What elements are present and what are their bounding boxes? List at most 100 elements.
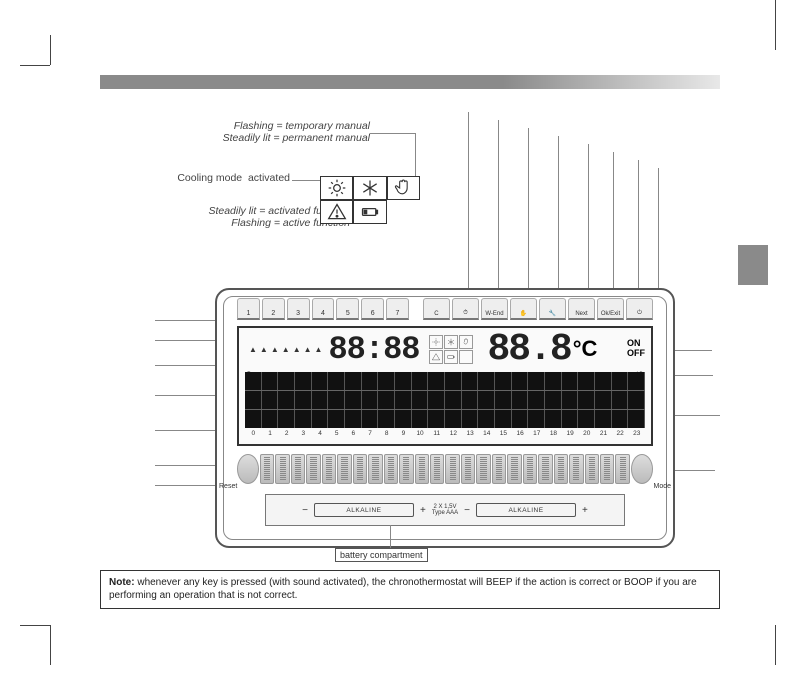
header-gradient-bar <box>100 75 720 89</box>
leader-line <box>292 180 320 181</box>
mode-button[interactable] <box>631 454 653 484</box>
func-key-wend[interactable]: W-End <box>481 298 508 320</box>
crop-mark <box>20 65 50 66</box>
hour-slider[interactable] <box>615 454 629 484</box>
hour-slider[interactable] <box>585 454 599 484</box>
snowflake-icon <box>353 176 386 200</box>
day-key-4[interactable] <box>312 298 335 320</box>
func-key-ok-exit[interactable]: Ok/Exit <box>597 298 624 320</box>
hour-slider[interactable] <box>337 454 351 484</box>
day-key-7[interactable] <box>386 298 409 320</box>
battery-spec: 2 X 1,5VType AAA <box>432 504 458 516</box>
annotation-function-state: Steadily lit = activated function Flashi… <box>120 205 350 229</box>
leader-line <box>498 120 499 298</box>
battery-cell: ALKALINE <box>476 503 576 517</box>
plus-icon: + <box>582 505 588 516</box>
leader-line <box>658 168 659 298</box>
day-key-3[interactable] <box>287 298 310 320</box>
func-key-timer[interactable]: ⏱ <box>452 298 479 320</box>
page-side-tab <box>738 245 768 285</box>
hour-slider[interactable] <box>538 454 552 484</box>
hour-slider[interactable] <box>554 454 568 484</box>
leader-line <box>390 525 391 548</box>
sun-icon <box>320 176 353 200</box>
lcd-top-row: ▲▲▲▲▲▲▲ 88:88 88.8 °C ON OFF <box>239 328 651 370</box>
hour-slider[interactable] <box>384 454 398 484</box>
leader-line <box>673 375 713 376</box>
hour-slider[interactable] <box>306 454 320 484</box>
lcd-hour-scale: 0123 4567 891011 12131415 16171819 20212… <box>239 430 651 444</box>
hour-slider[interactable] <box>507 454 521 484</box>
thermostat-device: C ⏱ W-End ✋ 🔧 Next Ok/Exit ⏻ ▲▲▲▲▲▲▲ 88:… <box>215 288 675 548</box>
leader-line <box>528 128 529 298</box>
hour-slider[interactable] <box>353 454 367 484</box>
device-top-keys: C ⏱ W-End ✋ 🔧 Next Ok/Exit ⏻ <box>237 298 653 320</box>
hour-slider[interactable] <box>399 454 413 484</box>
warning-icon <box>320 200 353 224</box>
leader-line <box>370 133 415 134</box>
snowflake-icon <box>444 335 458 349</box>
lcd-program-graph <box>245 372 645 428</box>
lcd-display: ▲▲▲▲▲▲▲ 88:88 88.8 °C ON OFF <box>237 326 653 446</box>
leader-line <box>670 415 720 416</box>
battery-low-icon <box>353 200 386 224</box>
battery-icon <box>444 350 458 364</box>
lcd-on-off: ON OFF <box>627 339 645 359</box>
reset-button[interactable] <box>237 454 259 484</box>
leader-line <box>588 144 589 298</box>
hour-slider[interactable] <box>600 454 614 484</box>
func-key-c[interactable]: C <box>423 298 450 320</box>
note-box: Note: whenever any key is pressed (with … <box>100 570 720 609</box>
leader-line <box>415 133 416 176</box>
hour-slider[interactable] <box>415 454 429 484</box>
hour-slider[interactable] <box>492 454 506 484</box>
hour-slider[interactable] <box>275 454 289 484</box>
hour-slider[interactable] <box>569 454 583 484</box>
annotation-manual-mode: Flashing = temporary manual Steadily lit… <box>140 120 370 144</box>
lcd-temp-unit: °C <box>573 336 598 362</box>
battery-compartment-label: battery compartment <box>335 548 428 562</box>
annotation-cooling-mode: Cooling mode activated <box>140 172 290 184</box>
mode-label: Mode <box>653 483 671 490</box>
plus-icon: + <box>420 505 426 516</box>
minus-icon: − <box>302 505 308 516</box>
hour-slider[interactable] <box>523 454 537 484</box>
day-key-5[interactable] <box>336 298 359 320</box>
battery-compartment: − ALKALINE + 2 X 1,5VType AAA − ALKALINE… <box>265 494 625 526</box>
func-key-manual[interactable]: ✋ <box>510 298 537 320</box>
sun-icon <box>429 335 443 349</box>
day-key-2[interactable] <box>262 298 285 320</box>
hour-slider[interactable] <box>322 454 336 484</box>
hour-slider[interactable] <box>291 454 305 484</box>
day-key-6[interactable] <box>361 298 384 320</box>
note-prefix: Note: <box>109 577 135 588</box>
leader-line <box>558 136 559 298</box>
manual-page: Flashing = temporary manual Steadily lit… <box>60 20 735 640</box>
hour-slider[interactable] <box>260 454 274 484</box>
func-key-next[interactable]: Next <box>568 298 595 320</box>
hour-slider[interactable] <box>476 454 490 484</box>
leader-line <box>468 112 469 298</box>
hour-sliders-row <box>237 454 653 484</box>
note-text: whenever any key is pressed (with sound … <box>109 577 697 601</box>
lcd-mode-icons <box>429 335 473 364</box>
leader-line <box>613 152 614 298</box>
lcd-temp-digits: 88.8 <box>487 328 570 371</box>
day-key-1[interactable] <box>237 298 260 320</box>
hand-icon <box>459 335 473 349</box>
hour-slider[interactable] <box>368 454 382 484</box>
leader-line <box>638 160 639 298</box>
minus-icon: − <box>464 505 470 516</box>
hour-slider[interactable] <box>445 454 459 484</box>
hour-slider[interactable] <box>430 454 444 484</box>
func-key-power[interactable]: ⏻ <box>626 298 653 320</box>
icon-legend-box <box>320 176 420 224</box>
hand-icon <box>387 176 420 200</box>
warning-icon <box>429 350 443 364</box>
func-key-tool[interactable]: 🔧 <box>539 298 566 320</box>
hour-slider[interactable] <box>461 454 475 484</box>
lcd-time-digits: 88:88 <box>328 331 419 368</box>
battery-cell: ALKALINE <box>314 503 414 517</box>
empty-cell <box>459 350 473 364</box>
reset-label: Reset <box>219 483 237 490</box>
